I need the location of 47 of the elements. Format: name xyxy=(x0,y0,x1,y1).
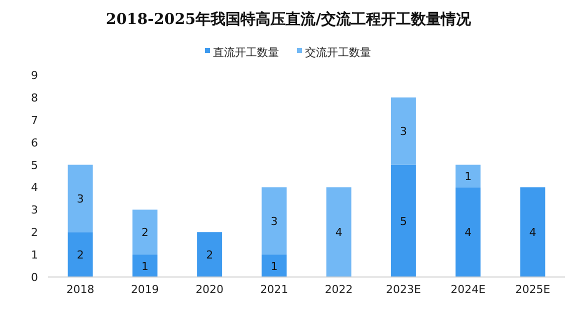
data-label: 4 xyxy=(335,226,342,240)
x-tick-label: 2019 xyxy=(130,283,159,296)
data-label: 2 xyxy=(76,248,84,262)
chart-title: 2018-2025年我国特高压直流/交流工程开工数量情况 xyxy=(106,10,472,28)
data-label: 3 xyxy=(400,125,407,138)
bar xyxy=(326,187,352,277)
y-tick-label: 9 xyxy=(31,69,38,82)
data-label: 3 xyxy=(76,192,84,206)
y-tick-label: 1 xyxy=(31,248,38,262)
y-tick-label: 8 xyxy=(31,91,38,104)
y-tick-label: 4 xyxy=(31,181,38,194)
bar xyxy=(390,164,416,277)
bar xyxy=(132,210,158,255)
data-label: 3 xyxy=(270,214,278,228)
bar xyxy=(262,187,287,255)
x-tick-label: 2021 xyxy=(260,283,288,296)
bar xyxy=(197,232,222,277)
y-tick-label: 5 xyxy=(31,158,38,172)
bar xyxy=(132,254,158,277)
y-tick-label: 6 xyxy=(31,136,38,150)
x-tick-label: 2025E xyxy=(515,283,550,296)
y-tick-label: 3 xyxy=(31,204,38,217)
data-label: 1 xyxy=(464,170,472,183)
x-tick-label: 2023E xyxy=(386,283,421,296)
data-label: 2 xyxy=(206,248,214,262)
data-label: 2 xyxy=(141,226,148,240)
data-label: 4 xyxy=(529,226,536,240)
bar xyxy=(262,254,287,277)
data-label: 1 xyxy=(141,260,148,273)
y-tick-label: 2 xyxy=(31,226,38,240)
data-label: 4 xyxy=(464,226,472,240)
bar xyxy=(390,97,416,165)
bar xyxy=(68,232,93,277)
bar xyxy=(456,187,481,277)
legend-label: 交流开工数量 xyxy=(305,46,371,59)
y-tick-label: 0 xyxy=(31,271,38,284)
data-label: 5 xyxy=(400,214,407,228)
x-tick-label: 2024E xyxy=(450,283,486,296)
legend-label: 直流开工数量 xyxy=(213,46,279,59)
bar xyxy=(456,164,481,188)
x-tick-label: 2022 xyxy=(324,283,353,296)
bar xyxy=(68,164,93,232)
data-label: 1 xyxy=(270,260,278,273)
x-tick-label: 2020 xyxy=(196,283,224,296)
y-tick-label: 7 xyxy=(31,114,38,127)
bar xyxy=(520,187,546,277)
x-tick-label: 2018 xyxy=(66,283,94,296)
